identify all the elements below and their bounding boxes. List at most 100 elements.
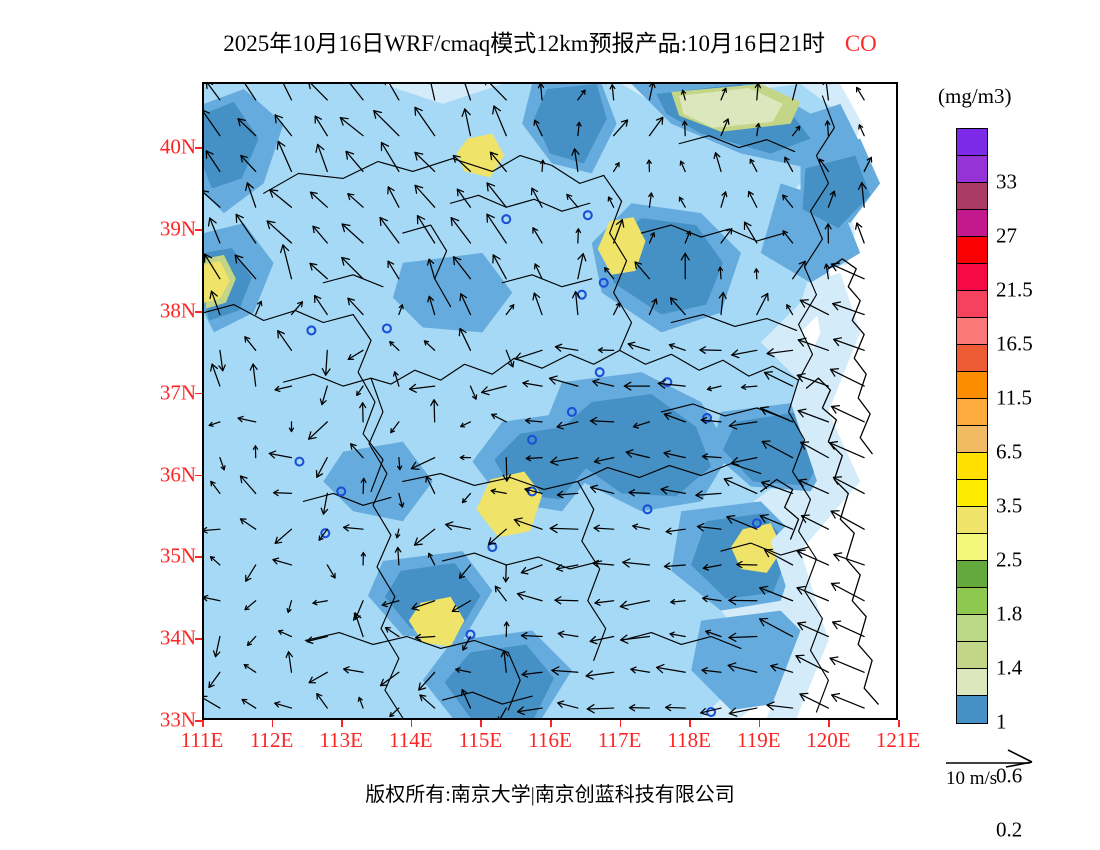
wind-vector-head bbox=[387, 260, 395, 269]
wind-vector-head bbox=[204, 253, 213, 263]
wind-vector-head bbox=[205, 84, 214, 90]
wind-vector-head bbox=[272, 557, 280, 565]
wind-vector-head bbox=[419, 694, 427, 702]
colorbar-tick-1.8: 1.8 bbox=[996, 601, 1023, 626]
wind-vector-head bbox=[274, 536, 283, 545]
wind-vector-head bbox=[728, 595, 737, 606]
wind-vector-head bbox=[824, 223, 832, 230]
wind-vector bbox=[648, 84, 654, 101]
wind-vector-head bbox=[830, 510, 840, 519]
wind-vector-head bbox=[456, 188, 465, 197]
wind-vector bbox=[241, 698, 257, 709]
wind-vector bbox=[414, 184, 436, 208]
wind-vector-head bbox=[491, 413, 498, 420]
wind-vector bbox=[349, 84, 364, 101]
wind-vector bbox=[723, 478, 758, 495]
wind-vector bbox=[317, 143, 328, 173]
wind-vector-head bbox=[566, 193, 573, 200]
wind-vector bbox=[274, 702, 293, 709]
wind-vector-head bbox=[797, 408, 807, 418]
wind-vector-head bbox=[414, 633, 422, 641]
wind-vector bbox=[462, 635, 472, 651]
wind-vector-head bbox=[452, 154, 461, 163]
wind-vector bbox=[557, 632, 579, 638]
wind-vector bbox=[287, 600, 293, 613]
wind-vector-head bbox=[576, 121, 582, 127]
wind-vector bbox=[648, 298, 657, 316]
wind-vector bbox=[830, 263, 865, 280]
wind-vector-head bbox=[609, 84, 616, 90]
wind-vector bbox=[237, 118, 257, 137]
wind-vector-head bbox=[313, 294, 322, 304]
wind-vector bbox=[387, 260, 400, 280]
wind-vector bbox=[219, 349, 224, 372]
wind-vector bbox=[797, 339, 830, 351]
wind-vector-head bbox=[681, 120, 688, 126]
wind-vector bbox=[418, 671, 436, 691]
wind-vector bbox=[282, 244, 293, 280]
colorbar-band-14 bbox=[957, 507, 987, 534]
wind-vector-head bbox=[360, 477, 367, 484]
wind-vector bbox=[460, 421, 472, 428]
wind-vector bbox=[825, 84, 830, 101]
wind-vector-head bbox=[245, 574, 252, 582]
wind-vector bbox=[277, 330, 293, 351]
wind-vector-head bbox=[452, 256, 462, 266]
wind-vector bbox=[684, 120, 686, 137]
wind-vector-head bbox=[593, 457, 601, 465]
x-axis-label-116E: 116E bbox=[528, 728, 572, 752]
wind-vector-head bbox=[459, 454, 465, 461]
wind-vector-head bbox=[665, 703, 672, 712]
wind-vector-head bbox=[701, 595, 709, 603]
wind-vector bbox=[761, 440, 794, 459]
colorbar-band-10 bbox=[957, 399, 987, 426]
wind-vector bbox=[830, 510, 865, 530]
wind-vector-head bbox=[379, 678, 388, 687]
wind-vector-head bbox=[532, 292, 541, 301]
wind-vector bbox=[799, 693, 830, 709]
wind-vector-head bbox=[416, 215, 426, 225]
wind-vector bbox=[613, 162, 620, 173]
wind-vector bbox=[714, 152, 722, 173]
wind-vector-head bbox=[701, 667, 708, 675]
wind-vector-head bbox=[818, 158, 825, 165]
wind-vector bbox=[728, 421, 758, 427]
wind-vector bbox=[347, 349, 364, 360]
wind-vector-head bbox=[357, 696, 363, 703]
wind-vector bbox=[784, 156, 794, 173]
wind-vector bbox=[669, 297, 686, 316]
wind-vector bbox=[749, 158, 758, 173]
colorbar[interactable] bbox=[956, 128, 988, 724]
wind-vector bbox=[428, 295, 436, 316]
wind-vector-head bbox=[487, 537, 497, 546]
wind-vector-head bbox=[430, 399, 439, 407]
wind-vector-head bbox=[450, 217, 460, 227]
wind-vector bbox=[577, 89, 586, 101]
wind-vector-head bbox=[516, 706, 526, 716]
wind-vector-head bbox=[458, 572, 466, 579]
wind-vector bbox=[701, 669, 722, 673]
wind-vector-head bbox=[663, 562, 671, 570]
wind-vector-head bbox=[760, 480, 770, 490]
wind-vector-head bbox=[513, 517, 523, 527]
wind-vector-head bbox=[858, 124, 864, 130]
wind-vector-head bbox=[615, 219, 625, 228]
wind-vector-head bbox=[244, 605, 250, 611]
wind-vector bbox=[863, 156, 872, 173]
wind-vector bbox=[204, 111, 221, 137]
y-axis-label-38N: 38N bbox=[159, 298, 196, 323]
wind-vector bbox=[622, 561, 651, 566]
wind-vector-head bbox=[604, 267, 610, 273]
wind-vector bbox=[554, 346, 579, 351]
wind-vector-head bbox=[398, 502, 405, 508]
x-axis-label-120E: 120E bbox=[806, 728, 851, 752]
wind-vector-head bbox=[408, 383, 417, 393]
wind-vector-head bbox=[462, 644, 468, 651]
wind-vector-head bbox=[726, 514, 736, 524]
wind-vector-head bbox=[347, 193, 355, 201]
y-axis-tick bbox=[195, 311, 202, 313]
wind-vector-head bbox=[502, 576, 510, 583]
wind-vector bbox=[592, 380, 615, 387]
forecast-map[interactable] bbox=[202, 82, 898, 720]
wind-vector-head bbox=[244, 336, 251, 343]
